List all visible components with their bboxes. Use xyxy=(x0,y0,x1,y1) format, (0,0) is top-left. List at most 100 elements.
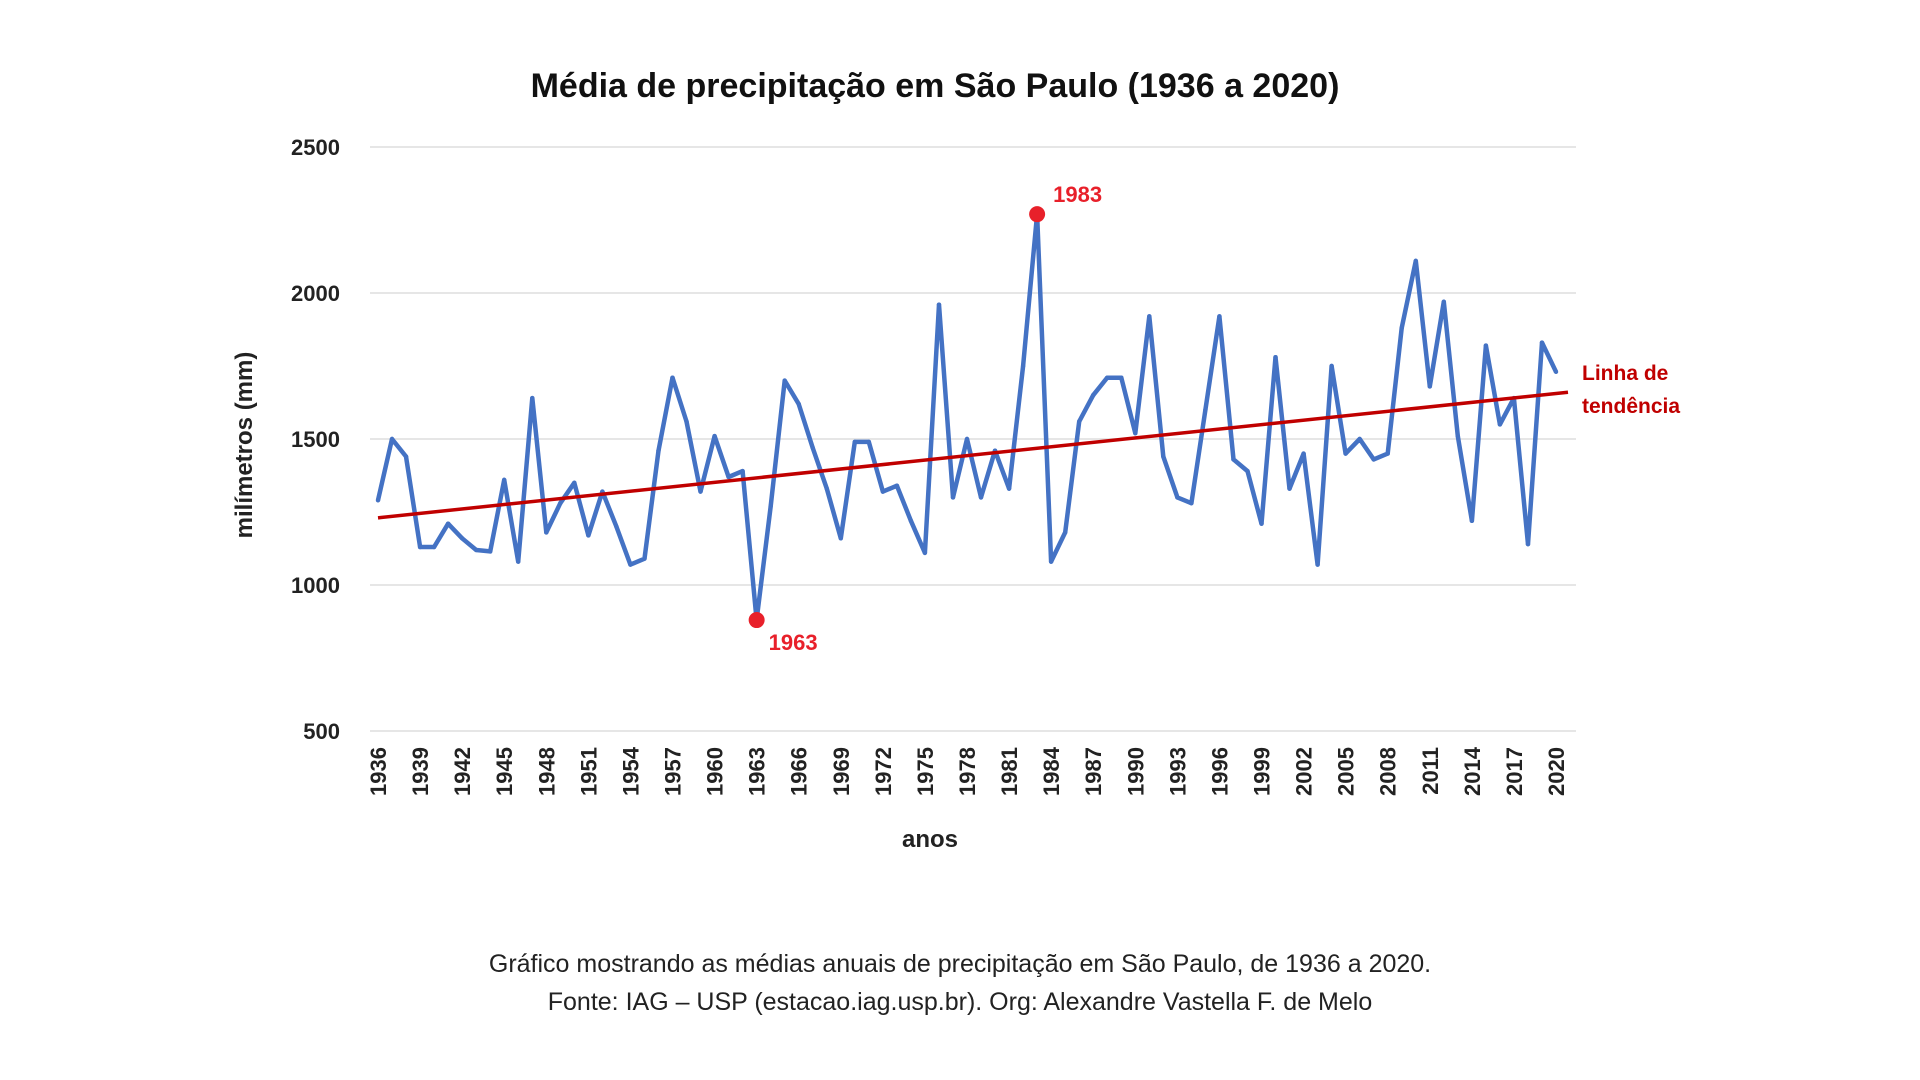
data-point xyxy=(459,536,465,541)
x-tick-label: 2011 xyxy=(1418,747,1443,795)
data-point xyxy=(908,518,914,523)
x-tick-label: 1936 xyxy=(366,747,391,796)
x-tick-label: 2020 xyxy=(1544,747,1569,796)
data-point xyxy=(530,395,535,401)
x-tick-label: 1966 xyxy=(787,747,812,796)
x-tick-label: 1972 xyxy=(871,747,896,796)
y-tick-label: 1000 xyxy=(291,573,340,598)
x-tick-label: 1978 xyxy=(955,747,980,796)
data-point xyxy=(516,559,521,564)
data-point xyxy=(796,401,801,407)
x-tick-label: 1954 xyxy=(618,746,643,796)
data-point xyxy=(838,536,843,541)
data-point xyxy=(1119,375,1124,380)
data-point xyxy=(1133,430,1138,436)
data-point xyxy=(978,495,984,500)
data-point xyxy=(1525,541,1531,547)
trend-line xyxy=(377,390,1569,520)
data-point xyxy=(445,521,451,526)
data-point xyxy=(1287,486,1292,491)
data-point xyxy=(642,556,647,561)
data-point xyxy=(1006,486,1012,491)
data-point xyxy=(740,468,745,474)
data-point xyxy=(810,445,815,450)
data-point xyxy=(1161,454,1166,459)
data-point xyxy=(1301,451,1306,456)
data-point xyxy=(670,375,675,380)
x-tick-label: 2008 xyxy=(1376,747,1401,796)
data-point xyxy=(698,489,703,494)
annotation-label: 1983 xyxy=(1053,182,1102,207)
x-tick-label: 1990 xyxy=(1123,747,1148,796)
x-tick-label: 1960 xyxy=(703,747,728,796)
x-tick-label: 1948 xyxy=(534,747,559,796)
caption-line1: Gráfico mostrando as médias anuais de pr… xyxy=(489,950,1431,978)
data-point xyxy=(1483,343,1489,348)
x-tick-label: 1957 xyxy=(661,747,686,796)
data-point xyxy=(1203,407,1208,412)
data-point xyxy=(1371,457,1376,462)
y-tick-label: 1500 xyxy=(291,427,340,452)
data-point xyxy=(880,489,886,494)
data-point xyxy=(1441,299,1447,304)
data-point xyxy=(614,524,619,529)
data-point xyxy=(1399,325,1404,331)
data-point xyxy=(1315,562,1320,567)
x-tick-label: 1939 xyxy=(408,747,433,796)
data-point xyxy=(782,378,787,383)
data-point xyxy=(1217,314,1222,319)
data-point xyxy=(1455,433,1461,439)
data-point xyxy=(950,495,956,500)
x-tick-label: 1969 xyxy=(829,747,854,796)
data-point xyxy=(1020,363,1026,369)
trend-label-line1: Linha de xyxy=(1582,362,1668,385)
data-point xyxy=(936,302,942,307)
y-tick-label: 2500 xyxy=(291,135,340,160)
caption-line2: Fonte: IAG – USP (estacao.iag.usp.br). O… xyxy=(548,988,1373,1016)
data-point xyxy=(1091,393,1096,398)
data-point xyxy=(1329,363,1334,369)
data-point xyxy=(389,436,395,442)
data-point xyxy=(1469,518,1475,523)
data-point xyxy=(866,439,872,445)
data-point xyxy=(473,547,479,553)
y-tick-label: 500 xyxy=(303,719,340,744)
x-tick-labels: 1936 1939 1942 1945 1948 1951 1954 1957 1960 1963… xyxy=(366,746,1569,796)
data-point xyxy=(487,549,493,554)
data-point xyxy=(1357,436,1362,442)
x-tick-label: 1993 xyxy=(1165,747,1190,796)
data-point xyxy=(558,501,563,506)
data-point xyxy=(1273,355,1278,360)
data-point xyxy=(768,503,773,509)
annotation-marker xyxy=(1029,206,1046,223)
x-tick-label: 1987 xyxy=(1081,747,1106,796)
data-point xyxy=(964,436,970,442)
x-tick-label: 1984 xyxy=(1039,746,1064,796)
x-tick-label: 1942 xyxy=(450,747,475,796)
data-point xyxy=(403,454,409,459)
data-point xyxy=(684,419,689,424)
y-tick-label: 2000 xyxy=(291,281,340,306)
chart-title: Média de precipitação em São Paulo (1936… xyxy=(531,67,1340,105)
data-point xyxy=(586,533,591,538)
x-tick-label: 1945 xyxy=(492,747,517,796)
series-line xyxy=(375,211,1559,623)
data-point xyxy=(894,483,900,488)
data-point xyxy=(1231,457,1236,462)
data-point xyxy=(572,480,577,485)
x-axis-label: anos xyxy=(902,826,958,853)
data-point xyxy=(628,562,633,567)
data-point xyxy=(1189,501,1194,506)
x-tick-label: 2017 xyxy=(1502,747,1527,796)
data-point xyxy=(1105,375,1110,380)
annotations: 1983 1963 xyxy=(748,182,1102,655)
data-point xyxy=(1553,369,1559,375)
data-point xyxy=(417,544,423,550)
x-tick-label: 2005 xyxy=(1334,747,1359,796)
data-point xyxy=(1539,340,1545,345)
annotation-marker xyxy=(748,612,765,629)
series-group xyxy=(375,211,1559,623)
x-tick-label: 1975 xyxy=(913,747,938,796)
data-point xyxy=(1147,314,1152,319)
